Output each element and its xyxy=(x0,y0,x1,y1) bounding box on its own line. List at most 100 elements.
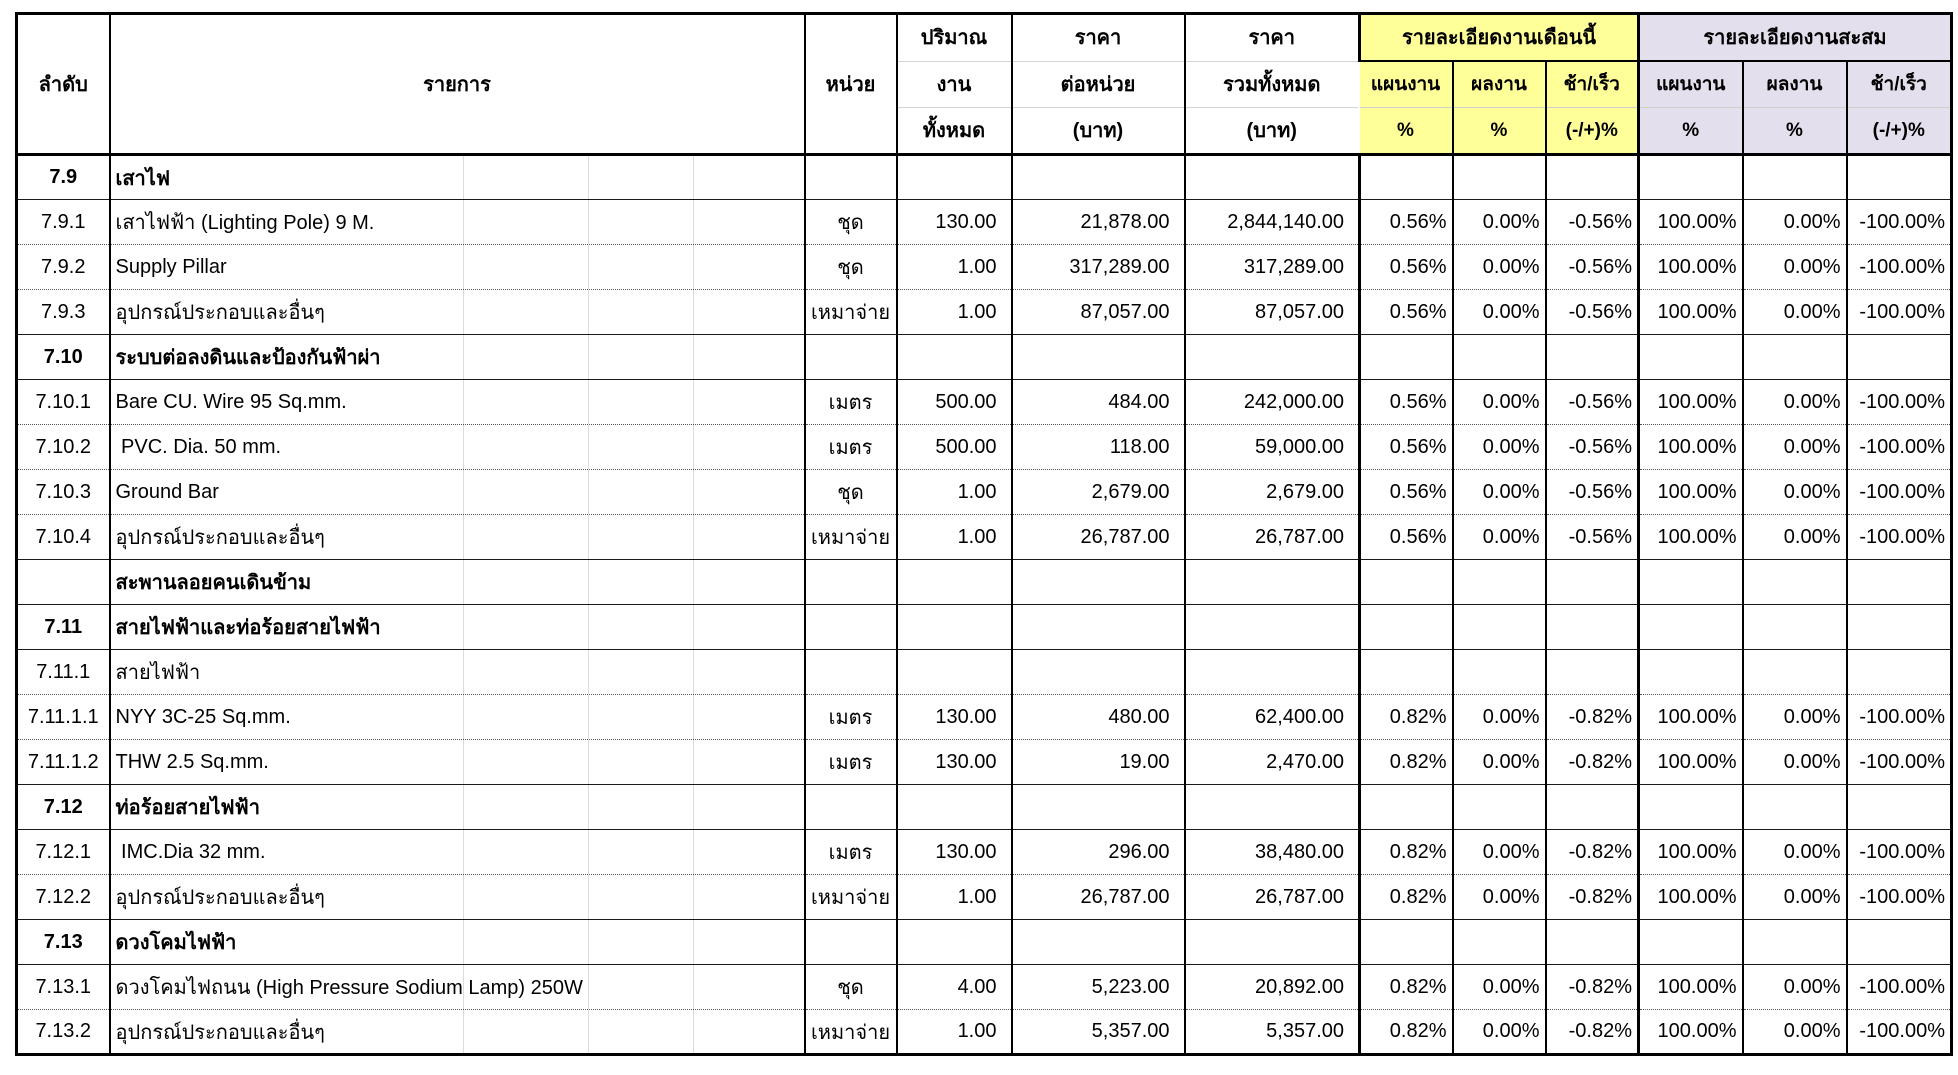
row-unit-price: 21,878.00 xyxy=(1010,199,1185,245)
header-cum-diff-unit: (-/+)% xyxy=(1845,107,1952,155)
row-month-actual xyxy=(1451,784,1546,830)
header-month-actual: ผลงาน xyxy=(1451,60,1546,108)
table-row: สะพานลอยคนเดินข้าม xyxy=(16,559,1952,605)
row-total-qty: 500.00 xyxy=(895,379,1012,425)
row-item: Ground Bar xyxy=(108,469,805,515)
row-total-qty: 1.00 xyxy=(895,289,1012,335)
row-cum-plan: 100.00% xyxy=(1637,964,1743,1010)
row-item: เสาไฟฟ้า (Lighting Pole) 9 M. xyxy=(108,199,805,245)
row-total-qty: 1.00 xyxy=(895,1009,1012,1055)
header-total-price-line2: รวมทั้งหมด xyxy=(1186,61,1358,107)
row-cum-diff: -100.00% xyxy=(1845,379,1952,425)
row-month-diff xyxy=(1544,559,1639,605)
row-month-plan: 0.56% xyxy=(1358,289,1453,335)
row-item: NYY 3C-25 Sq.mm. xyxy=(108,694,805,740)
row-no: 7.10 xyxy=(16,334,110,380)
row-total-qty: 130.00 xyxy=(895,694,1012,740)
row-cum-diff xyxy=(1845,604,1952,650)
row-unit: เมตร xyxy=(803,829,897,875)
row-month-plan: 0.82% xyxy=(1358,964,1453,1010)
row-total-price: 87,057.00 xyxy=(1183,289,1360,335)
row-cum-plan xyxy=(1637,604,1743,650)
row-unit-price: 118.00 xyxy=(1010,424,1185,470)
header-month-diff-unit: (-/+)% xyxy=(1544,107,1639,155)
row-cum-actual: 0.00% xyxy=(1741,1009,1847,1055)
row-month-actual: 0.00% xyxy=(1451,694,1546,740)
header-total-qty-line3: ทั้งหมด xyxy=(898,107,1011,153)
row-cum-actual: 0.00% xyxy=(1741,739,1847,785)
row-total-price: 5,357.00 xyxy=(1183,1009,1360,1055)
table-row: 7.12.2 อุปกรณ์ประกอบและอื่นๆ เหมาจ่าย 1.00 2… xyxy=(16,874,1952,920)
row-month-plan: 0.56% xyxy=(1358,379,1453,425)
row-month-actual: 0.00% xyxy=(1451,244,1546,290)
row-total-price: 38,480.00 xyxy=(1183,829,1360,875)
row-cum-actual xyxy=(1741,154,1847,200)
row-unit-price: 2,679.00 xyxy=(1010,469,1185,515)
row-cum-plan: 100.00% xyxy=(1637,244,1743,290)
row-month-diff: -0.82% xyxy=(1544,1009,1639,1055)
row-cum-diff: -100.00% xyxy=(1845,874,1952,920)
row-cum-plan: 100.00% xyxy=(1637,829,1743,875)
row-unit-price xyxy=(1010,559,1185,605)
table-header: ลำดับ รายการ หน่วย ปริมาณ งาน ทั้งหมด รา… xyxy=(16,13,1952,156)
table-row: 7.9.1 เสาไฟฟ้า (Lighting Pole) 9 M. ชุด 130… xyxy=(16,199,1952,245)
header-cumulative-group: รายละเอียดงานสะสม xyxy=(1637,13,1952,62)
row-no: 7.9.1 xyxy=(16,199,110,245)
row-total-price: 26,787.00 xyxy=(1183,874,1360,920)
row-total-price xyxy=(1183,604,1360,650)
row-month-diff: -0.56% xyxy=(1544,199,1639,245)
row-month-plan: 0.56% xyxy=(1358,424,1453,470)
row-unit xyxy=(803,604,897,650)
row-cum-plan: 100.00% xyxy=(1637,694,1743,740)
row-unit: เมตร xyxy=(803,379,897,425)
row-cum-actual: 0.00% xyxy=(1741,469,1847,515)
row-month-plan xyxy=(1358,154,1453,200)
row-cum-diff xyxy=(1845,649,1952,695)
boq-progress-table: ลำดับ รายการ หน่วย ปริมาณ งาน ทั้งหมด รา… xyxy=(15,12,1953,1056)
row-unit xyxy=(803,559,897,605)
row-no: 7.10.3 xyxy=(16,469,110,515)
row-total-price: 59,000.00 xyxy=(1183,424,1360,470)
row-month-diff xyxy=(1544,604,1639,650)
row-month-plan: 0.56% xyxy=(1358,244,1453,290)
row-total-price xyxy=(1183,649,1360,695)
row-unit: เมตร xyxy=(803,694,897,740)
row-total-qty: 1.00 xyxy=(895,514,1012,560)
row-month-actual: 0.00% xyxy=(1451,964,1546,1010)
row-unit: เมตร xyxy=(803,424,897,470)
row-total-qty xyxy=(895,649,1012,695)
row-cum-diff: -100.00% xyxy=(1845,1009,1952,1055)
row-cum-diff: -100.00% xyxy=(1845,289,1952,335)
row-item: สะพานลอยคนเดินข้าม xyxy=(108,559,805,605)
table-row: 7.11 สายไฟฟ้าและท่อร้อยสายไฟฟ้า xyxy=(16,604,1952,650)
header-total-price-line1: ราคา xyxy=(1248,27,1296,49)
row-unit: เหมาจ่าย xyxy=(803,289,897,335)
header-item: รายการ xyxy=(108,13,805,156)
row-cum-plan: 100.00% xyxy=(1637,289,1743,335)
row-unit: ชุด xyxy=(803,244,897,290)
row-cum-plan xyxy=(1637,784,1743,830)
row-item: ระบบต่อลงดินและป้องกันฟ้าผ่า xyxy=(108,334,805,380)
row-month-actual: 0.00% xyxy=(1451,199,1546,245)
row-total-price xyxy=(1183,559,1360,605)
row-month-diff: -0.82% xyxy=(1544,874,1639,920)
row-total-qty xyxy=(895,604,1012,650)
row-item: ท่อร้อยสายไฟฟ้า xyxy=(108,784,805,830)
row-total-qty xyxy=(895,784,1012,830)
row-cum-diff xyxy=(1845,334,1952,380)
header-cum-actual: ผลงาน xyxy=(1741,60,1847,108)
header-cum-actual-unit: % xyxy=(1741,107,1847,155)
header-unit-price-line2: ต่อหน่วย xyxy=(1013,61,1184,107)
row-no: 7.9.3 xyxy=(16,289,110,335)
table-row: 7.10.1 Bare CU. Wire 95 Sq.mm. เมตร 500.00 4… xyxy=(16,379,1952,425)
row-no: 7.11.1 xyxy=(16,649,110,695)
table-row: 7.12 ท่อร้อยสายไฟฟ้า xyxy=(16,784,1952,830)
row-total-qty: 130.00 xyxy=(895,739,1012,785)
table-row: 7.9 เสาไฟ xyxy=(16,154,1952,200)
header-unit-price: ราคา ต่อหน่วย (บาท) xyxy=(1010,13,1185,156)
row-cum-actual: 0.00% xyxy=(1741,964,1847,1010)
row-month-actual: 0.00% xyxy=(1451,1009,1546,1055)
row-no: 7.9 xyxy=(16,154,110,200)
row-month-actual: 0.00% xyxy=(1451,289,1546,335)
row-no: 7.10.2 xyxy=(16,424,110,470)
